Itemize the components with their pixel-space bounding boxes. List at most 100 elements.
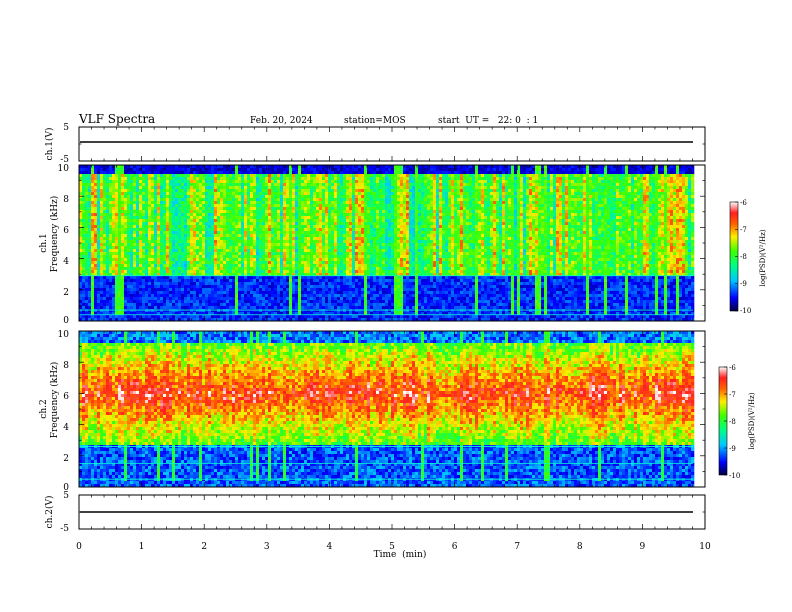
spectrogram-cell bbox=[358, 195, 362, 199]
spectrogram-cell bbox=[94, 240, 98, 244]
spectrogram-cell bbox=[154, 204, 158, 208]
spectrogram-cell bbox=[220, 225, 224, 229]
spectrogram-cell bbox=[217, 246, 221, 250]
spectrogram-cell bbox=[202, 258, 206, 262]
spectrogram-cell bbox=[193, 216, 197, 220]
spectrogram-cell bbox=[112, 195, 116, 199]
spectrogram-cell bbox=[343, 231, 347, 235]
spectrogram-cell bbox=[94, 312, 98, 316]
spectrogram-cell bbox=[214, 228, 218, 232]
spectrogram-cell bbox=[142, 315, 146, 319]
spectrogram-cell bbox=[223, 213, 227, 217]
spectrogram-cell bbox=[109, 225, 113, 229]
spectrogram-cell bbox=[241, 273, 245, 277]
spectrogram-cell bbox=[268, 216, 272, 220]
spectrogram-cell bbox=[217, 192, 221, 196]
spectrogram-cell bbox=[217, 177, 221, 181]
spectrogram-cell bbox=[232, 234, 236, 238]
spectrogram-cell bbox=[331, 231, 335, 235]
spectrogram-cell bbox=[217, 186, 221, 190]
spectrogram-cell bbox=[85, 183, 89, 187]
spectrogram-cell bbox=[115, 207, 119, 211]
spectrogram-cell bbox=[214, 174, 218, 178]
spectrogram-cell bbox=[220, 249, 224, 253]
spectrogram-cell bbox=[94, 282, 98, 286]
spectrogram-cell bbox=[196, 180, 200, 184]
spectrogram-cell bbox=[157, 231, 161, 235]
spectrogram-cell bbox=[145, 177, 149, 181]
spectrogram-cell bbox=[88, 189, 92, 193]
spectrogram-cell bbox=[220, 180, 224, 184]
spectrogram-cell bbox=[244, 279, 248, 283]
spectrogram-cell bbox=[292, 318, 296, 322]
spectrogram-cell bbox=[232, 258, 236, 262]
spectrogram-cell bbox=[112, 192, 116, 196]
spectrogram-cell bbox=[103, 204, 107, 208]
spectrogram-cell bbox=[211, 288, 215, 292]
spectrogram-cell bbox=[187, 207, 191, 211]
spectrogram-cell bbox=[127, 300, 131, 304]
spectrogram-cell bbox=[208, 195, 212, 199]
spectrogram-cell bbox=[166, 258, 170, 262]
spectrogram-cell bbox=[82, 231, 86, 235]
spectrogram-cell bbox=[256, 312, 260, 316]
spectrogram-cell bbox=[100, 183, 104, 187]
spectrogram-cell bbox=[175, 216, 179, 220]
spectrogram-cell bbox=[154, 255, 158, 259]
spectrogram-cell bbox=[133, 261, 137, 265]
spectrogram-cell bbox=[154, 177, 158, 181]
spectrogram-cell bbox=[139, 180, 143, 184]
spectrogram-cell bbox=[139, 315, 143, 319]
spectrogram-cell bbox=[196, 207, 200, 211]
spectrogram-cell bbox=[307, 201, 311, 205]
spectrogram-cell bbox=[178, 195, 182, 199]
spectrogram-cell bbox=[337, 243, 341, 247]
spectrogram-cell bbox=[163, 165, 167, 169]
spectrogram-cell bbox=[133, 276, 137, 280]
spectrogram-cell bbox=[319, 222, 323, 226]
spectrogram-cell bbox=[88, 252, 92, 256]
spectrogram-cell bbox=[154, 219, 158, 223]
spectrogram-cell bbox=[148, 276, 152, 280]
spectrogram-cell bbox=[139, 183, 143, 187]
spectrogram-cell bbox=[325, 189, 329, 193]
spectrogram-cell bbox=[166, 222, 170, 226]
spectrogram-cell bbox=[115, 294, 119, 298]
spectrogram-cell bbox=[331, 306, 335, 310]
spectrogram-cell bbox=[304, 216, 308, 220]
spectrogram-cell bbox=[223, 300, 227, 304]
spectrogram-cell bbox=[334, 201, 338, 205]
spectrogram-cell bbox=[256, 291, 260, 295]
spectrogram-cell bbox=[283, 315, 287, 319]
spectrogram-cell bbox=[193, 252, 197, 256]
spectrogram-cell bbox=[103, 243, 107, 247]
spectrogram-cell bbox=[244, 168, 248, 172]
spectrogram-cell bbox=[343, 264, 347, 268]
spectrogram-cell bbox=[343, 303, 347, 307]
spectrogram-cell bbox=[223, 177, 227, 181]
spectrogram-cell bbox=[115, 189, 119, 193]
spectrogram-cell bbox=[244, 249, 248, 253]
spectrogram-cell bbox=[133, 192, 137, 196]
spectrogram-cell bbox=[316, 171, 320, 175]
spectrogram-cell bbox=[103, 201, 107, 205]
spectrogram-cell bbox=[229, 249, 233, 253]
spectrogram-cell bbox=[187, 291, 191, 295]
spectrogram-cell bbox=[100, 222, 104, 226]
spectrogram-cell bbox=[157, 195, 161, 199]
spectrogram-cell bbox=[214, 306, 218, 310]
spectrogram-cell bbox=[151, 315, 155, 319]
spectrogram-cell bbox=[307, 264, 311, 268]
spectrogram-cell bbox=[298, 183, 302, 187]
spectrogram-cell bbox=[91, 237, 95, 241]
spectrogram-cell bbox=[358, 222, 362, 226]
spectrogram-cell bbox=[232, 201, 236, 205]
spectrogram-cell bbox=[175, 258, 179, 262]
spectrogram-cell bbox=[268, 249, 272, 253]
spectrogram-cell bbox=[85, 306, 89, 310]
spectrogram-cell bbox=[292, 189, 296, 193]
spectrogram-cell bbox=[214, 297, 218, 301]
spectrogram-cell bbox=[142, 312, 146, 316]
spectrogram-cell bbox=[82, 198, 86, 202]
spectrogram-cell bbox=[112, 288, 116, 292]
